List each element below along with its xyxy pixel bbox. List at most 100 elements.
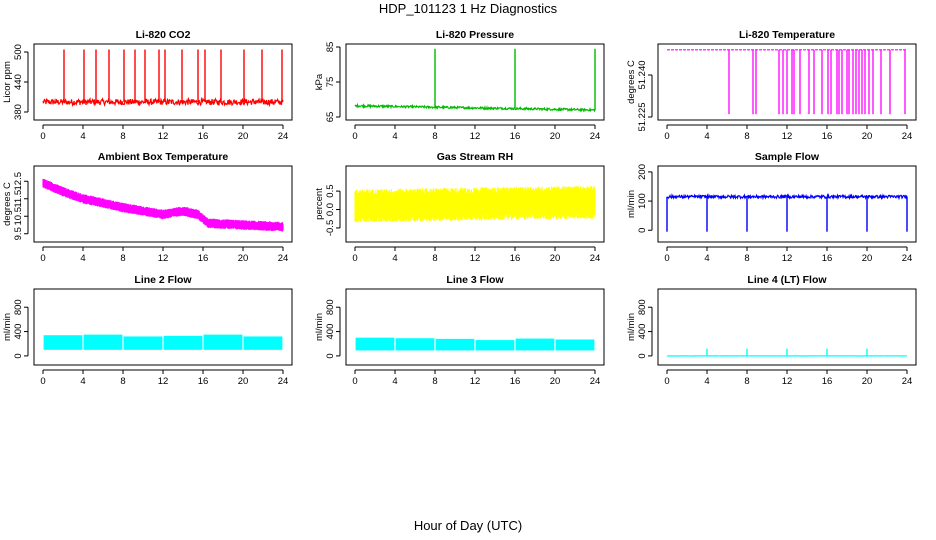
x-tick-label: 4 [80,253,85,264]
x-tick-label: 4 [392,253,397,264]
y-axis-label: Licor ppm [2,61,13,103]
y-tick-label: 0.5 [325,184,336,197]
y-tick-label: 11.5 [13,190,24,208]
y-tick-label: 0.0 [325,203,336,216]
x-tick-label: 24 [590,376,601,387]
x-tick-label: 8 [432,253,437,264]
y-axis-label: percent [314,188,325,220]
plot-frame [657,165,917,243]
flow-block [555,339,595,351]
x-tick-label: 0 [352,131,357,142]
y-tick-label: 440 [13,74,24,90]
x-tick-label: 0 [40,376,45,387]
x-tick-label: 4 [704,131,709,142]
series-co2 [42,49,284,108]
series-line [354,102,596,113]
series-line [42,96,284,108]
x-tick-label: 0 [664,253,669,264]
y-axis-label: ml/min [2,313,13,341]
y-axis-label: kPa [314,73,325,90]
x-tick-label: 8 [432,376,437,387]
x-tick-label: 24 [278,253,289,264]
y-tick-label: 9.5 [13,227,24,240]
series-line4-flow [666,348,907,357]
y-tick-label: 75 [325,77,336,88]
flow-block [83,334,123,350]
x-tick-label: 16 [510,253,521,264]
y-axis-label: ml/min [626,313,637,341]
x-tick-label: 20 [862,253,873,264]
y-axis-label: ml/min [626,190,637,218]
x-tick-label: 24 [590,131,601,142]
y-tick-label: 0 [637,228,648,233]
flow-block [243,336,283,350]
x-tick-label: 24 [278,131,289,142]
flow-block [395,338,435,351]
series-band [42,178,284,232]
y-tick-label: 100 [637,193,648,209]
x-tick-label: 0 [40,131,45,142]
flow-block [435,338,475,351]
panel-title: Li-820 Pressure [436,29,514,41]
series-sample-flow [666,192,908,232]
y-tick-label: 500 [13,44,24,60]
panel-ambient-box-temp: Ambient Box Temperature 0 4 8 12 16 20 24 9.510.… [2,151,293,264]
x-tick-label: 0 [352,253,357,264]
x-tick-label: 20 [862,131,873,142]
x-tick-label: 16 [510,376,521,387]
y-tick-label: 65 [325,112,336,123]
series-gas-stream-rh [354,185,596,223]
x-tick-label: 8 [432,131,437,142]
panel-licor-temp: Li-820 Temperature 0 4 8 12 16 20 24 51.225 51.24… [626,29,917,142]
y-tick-label: 0 [637,353,648,358]
x-tick-label: 20 [238,131,249,142]
x-tick-label: 24 [278,376,289,387]
y-tick-label: 0 [13,353,24,358]
flow-block [43,335,83,350]
x-tick-label: 24 [902,376,913,387]
x-tick-label: 20 [550,376,561,387]
plot-frame [345,165,605,243]
panel-title: Li-820 CO2 [136,29,191,41]
plot-frame [657,43,917,121]
y-tick-label: 800 [637,299,648,315]
y-tick-label: 0 [325,353,336,358]
x-tick-label: 16 [198,131,209,142]
x-tick-label: 16 [198,376,209,387]
flow-block [475,340,515,351]
x-tick-label: 0 [664,131,669,142]
x-tick-label: 12 [782,253,793,264]
plot-frame [33,165,293,243]
plot-frame [657,288,917,366]
y-tick-label: 400 [637,324,648,340]
flow-block [123,336,163,350]
series-band [354,185,596,223]
y-tick-label: 10.5 [13,207,24,226]
x-tick-label: 12 [158,131,169,142]
x-tick-label: 12 [782,376,793,387]
x-tick-label: 4 [704,253,709,264]
x-tick-label: 4 [704,376,709,387]
series-pressure [354,48,596,113]
x-tick-label: 4 [392,376,397,387]
x-tick-label: 16 [510,131,521,142]
y-tick-label: 85 [325,42,336,53]
x-tick-label: 8 [744,376,749,387]
x-tick-label: 4 [80,376,85,387]
flow-block [203,334,243,350]
x-tick-label: 8 [120,376,125,387]
x-tick-label: 24 [590,253,601,264]
x-tick-label: 8 [744,253,749,264]
x-tick-label: 12 [782,131,793,142]
plot-frame [33,288,293,366]
panel-title: Gas Stream RH [437,151,513,163]
y-tick-label: 380 [13,104,24,120]
figure-title: HDP_101123 1 Hz Diagnostics [378,1,558,16]
series-licor-temp [667,49,907,115]
x-tick-label: 12 [470,376,481,387]
x-tick-label: 8 [120,131,125,142]
y-tick-label: 800 [13,299,24,315]
